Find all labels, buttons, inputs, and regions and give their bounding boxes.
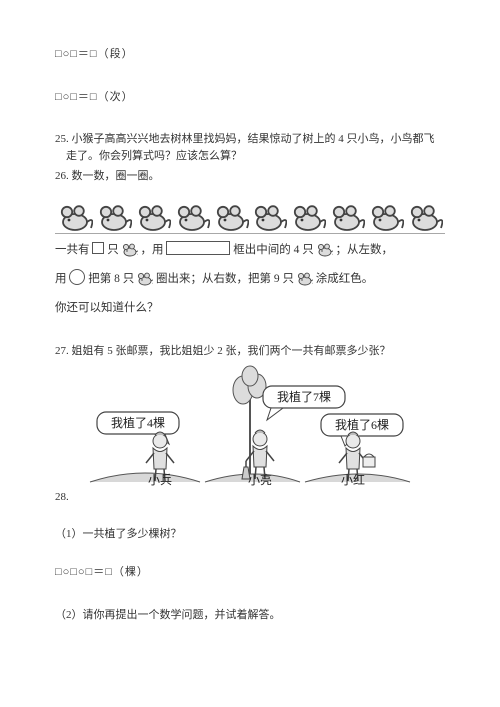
- mouse-icon: [317, 248, 333, 260]
- mouse-icon: [57, 203, 93, 231]
- mouse-icon: [174, 203, 210, 231]
- mouse-icon: [96, 203, 132, 231]
- question-28-sub1: （1）一共植了多少棵树？: [55, 526, 445, 543]
- equation-times: □○□＝□（次）: [55, 89, 445, 106]
- mouse-line2-c: 圈出来；从右数，把第 9 只: [156, 273, 294, 285]
- mouse-line1-d: 框出中间的 4 只: [233, 244, 314, 256]
- question-28-sub2: （2）请你再提出一个数学问题，并试着解答。: [55, 607, 445, 624]
- mouse-icon: [137, 277, 153, 289]
- question-25: 25. 小猴子高高兴兴地去树林里找妈妈，结果惊动了树上的 4 只小鸟，小鸟都飞 …: [55, 131, 445, 164]
- mouse-icon: [329, 203, 365, 231]
- mouse-line1-a: 一共有: [55, 244, 90, 256]
- speech-bubble-right: 我植了6棵: [321, 414, 403, 446]
- name-mid: 小亮: [248, 472, 272, 486]
- name-right: 小红: [341, 472, 365, 486]
- mouse-icon: [290, 203, 326, 231]
- blank-square-icon: [92, 242, 104, 254]
- question-25-text1: 小猴子高高兴兴地去树林里找妈妈，结果惊动了树上的 4 只小鸟，小鸟都飞: [72, 133, 435, 145]
- blank-circle-icon: [69, 269, 85, 285]
- mouse-line2-d: 涂成红色。: [316, 273, 374, 285]
- question-28-num: 28.: [55, 489, 445, 506]
- kid-mid: [242, 430, 274, 479]
- planting-illustration: 我植了4棵 我植了7棵 我植了6棵: [55, 364, 445, 492]
- question-25-text2: 走了。你会列算式吗？应该怎么算？: [66, 150, 242, 162]
- mouse-illustration: 一共有 只 ，用 框出中间的 4 只 ；从左数， 用 把第 8 只 圈出来；从右…: [55, 201, 445, 322]
- svg-text:我植了4棵: 我植了4棵: [111, 415, 165, 430]
- mouse-line1-b: 只: [107, 244, 119, 256]
- mouse-line3: 你还可以知道什么？: [55, 302, 159, 314]
- question-27: 27. 姐姐有 5 张邮票，我比姐姐少 2 张，我们两个一共有邮票多少张？: [55, 343, 445, 360]
- question-26: 26. 数一数，圈一圈。: [55, 168, 445, 185]
- mouse-line1-c: ，用: [141, 244, 164, 256]
- mouse-icon: [368, 203, 404, 231]
- question-25-num: 25.: [55, 133, 69, 145]
- mouse-icon: [407, 203, 443, 231]
- equation-segment: □○□＝□（段）: [55, 46, 445, 63]
- mouse-icon: [135, 203, 171, 231]
- mouse-line2-b: 把第 8 只: [88, 273, 134, 285]
- mouse-icon: [122, 248, 138, 260]
- mouse-line2-a: 用: [55, 273, 67, 285]
- svg-text:我植了7棵: 我植了7棵: [277, 389, 331, 404]
- svg-text:我植了6棵: 我植了6棵: [335, 417, 389, 432]
- equation-trees: □○□○□＝□（棵）: [55, 564, 445, 581]
- mouse-icon: [297, 277, 313, 289]
- name-left: 小兵: [148, 473, 172, 486]
- blank-rect-icon: [166, 241, 230, 255]
- mouse-icon: [213, 203, 249, 231]
- mouse-icon: [251, 203, 287, 231]
- mouse-line1-e: ；从左数，: [336, 244, 394, 256]
